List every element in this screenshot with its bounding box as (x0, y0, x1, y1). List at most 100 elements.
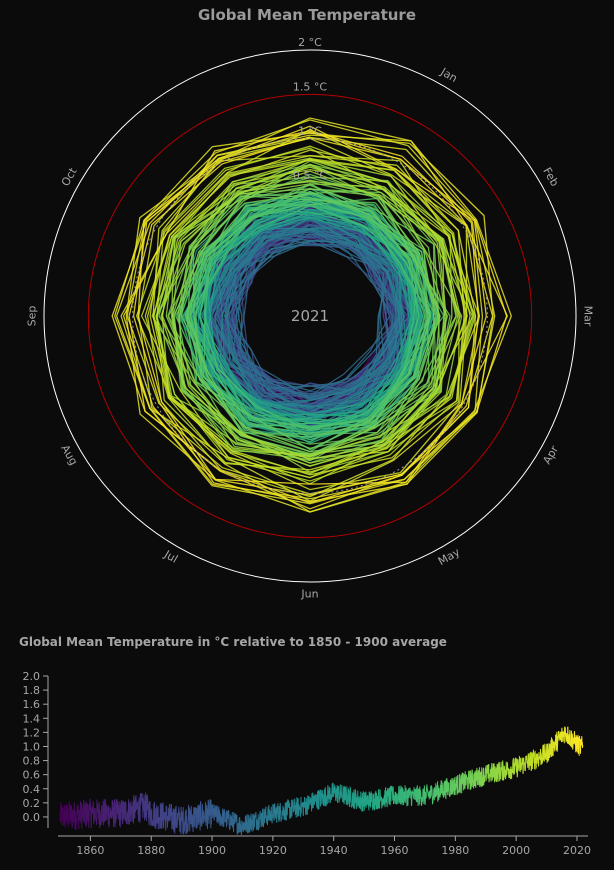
timeseries-year-2002 (521, 757, 526, 774)
timeseries-year-1867 (111, 799, 116, 828)
timeseries-year-1922 (278, 802, 283, 822)
spiral-year-1969 (203, 204, 420, 441)
timeseries-year-1881 (153, 801, 158, 829)
spiral-year-2000 (155, 168, 473, 458)
timeseries-year-1950 (363, 791, 368, 811)
spiral-year-2017 (111, 137, 494, 510)
spiral-year-1994 (151, 179, 463, 467)
month-label-jul: Jul (161, 547, 180, 565)
timeseries-year-1896 (199, 801, 204, 831)
spiral-series-group (111, 117, 512, 513)
month-label-sep: Sep (26, 306, 39, 327)
timeseries-year-1942 (339, 784, 344, 802)
timeseries-year-1870 (120, 799, 125, 825)
timeseries-year-1905 (226, 810, 231, 831)
timeseries-year-1923 (281, 805, 286, 820)
spiral-year-1971 (190, 187, 430, 428)
timeseries-year-1952 (369, 791, 374, 811)
y-tick-label: 1.4 (23, 712, 41, 725)
timeseries-year-2003 (524, 753, 529, 771)
timeseries-year-1936 (321, 789, 326, 807)
ring-2c (43, 49, 577, 583)
radial-label: 1 °C (298, 125, 322, 138)
timeseries-year-2004 (527, 751, 532, 771)
timeseries-year-1932 (308, 793, 313, 812)
timeseries-year-1914 (254, 811, 259, 830)
timeseries-year-1961 (397, 785, 402, 805)
timeseries-year-1862 (96, 799, 100, 825)
timeseries-year-1963 (403, 785, 408, 805)
month-label-apr: Apr (540, 443, 561, 466)
timeseries-year-1875 (135, 795, 140, 822)
y-tick-label: 1.2 (23, 726, 41, 739)
spiral-year-1989 (177, 164, 442, 458)
ring-1-5c (87, 93, 533, 539)
timeseries-year-1933 (311, 792, 316, 809)
timeseries-year-1924 (284, 799, 289, 821)
timeseries-year-1880 (150, 803, 155, 827)
timeseries-year-1860 (89, 800, 94, 829)
timeseries-year-1851 (62, 805, 67, 828)
timeseries-year-1900 (211, 803, 216, 821)
timeseries-year-1983 (463, 771, 468, 789)
timeseries-year-2021 (579, 736, 584, 754)
timeseries-year-1985 (470, 769, 475, 790)
timeseries-year-1852 (65, 801, 70, 828)
x-axis: 1860 1880 1900 1920 1940 1960 1980 2000 2020 (58, 835, 591, 857)
timeseries-year-1986 (473, 770, 478, 789)
timeseries-year-1909 (238, 816, 243, 836)
timeseries-year-2008 (540, 744, 544, 766)
x-tick-label: 1920 (259, 844, 287, 857)
timeseries-year-1956 (381, 790, 386, 808)
timeseries-year-1876 (138, 792, 143, 823)
timeseries-year-2014 (558, 728, 563, 743)
timeseries-year-1997 (506, 762, 511, 779)
timeseries-year-1866 (108, 805, 113, 828)
timeseries-year-1948 (357, 791, 362, 810)
spiral-year-1997 (171, 170, 468, 467)
chart-title: Global Mean Temperature (198, 6, 416, 24)
timeseries-year-1906 (229, 811, 234, 828)
month-label-oct: Oct (59, 165, 80, 189)
timeseries-year-1962 (400, 786, 405, 806)
timeseries-year-2001 (518, 755, 523, 773)
spiral-year-1995 (156, 180, 459, 473)
spiral-year-1907 (217, 223, 406, 398)
timeseries-year-1937 (324, 787, 329, 807)
timeseries-year-1877 (141, 792, 146, 821)
timeseries-year-1968 (418, 786, 423, 807)
timeseries-year-1856 (77, 801, 82, 830)
timeseries-year-2000 (515, 758, 520, 778)
timeseries-year-1927 (293, 796, 298, 818)
spiral-year-2021 (128, 136, 479, 504)
ring-1c (132, 138, 488, 494)
timeseries-year-1915 (257, 810, 262, 832)
timeseries-year-1982 (460, 772, 465, 794)
timeseries-year-1861 (93, 807, 97, 825)
spiral-year-2005 (135, 145, 467, 485)
timeseries-chart: 0.00.20.40.60.81.01.21.41.61.82.0 1860 18… (23, 670, 591, 857)
timeseries-year-1868 (114, 798, 119, 828)
timeseries-year-1910 (242, 816, 246, 833)
timeseries-year-1882 (156, 803, 161, 830)
timeseries-year-1888 (175, 805, 180, 829)
timeseries-year-1894 (193, 807, 198, 829)
timeseries-year-1893 (190, 806, 195, 832)
timeseries-year-1874 (132, 795, 137, 824)
timeseries-year-1988 (479, 767, 484, 788)
spiral-year-1977 (185, 182, 449, 451)
timeseries-year-1902 (217, 806, 222, 826)
timeseries-year-2019 (573, 731, 578, 753)
timeseries-year-1878 (144, 792, 149, 822)
timeseries-year-1999 (512, 757, 517, 775)
spiral-year-1968 (194, 204, 419, 439)
timeseries-year-2015 (561, 726, 566, 744)
timeseries-year-1895 (196, 804, 201, 828)
timeseries-year-1925 (287, 799, 292, 819)
spiral-year-2006 (140, 159, 460, 479)
radial-label: 0.5 °C (293, 169, 327, 182)
timeseries-year-1965 (409, 787, 414, 807)
spiral-year-1998 (160, 158, 447, 464)
timeseries-year-1946 (351, 789, 356, 810)
timeseries-year-1977 (445, 778, 450, 796)
